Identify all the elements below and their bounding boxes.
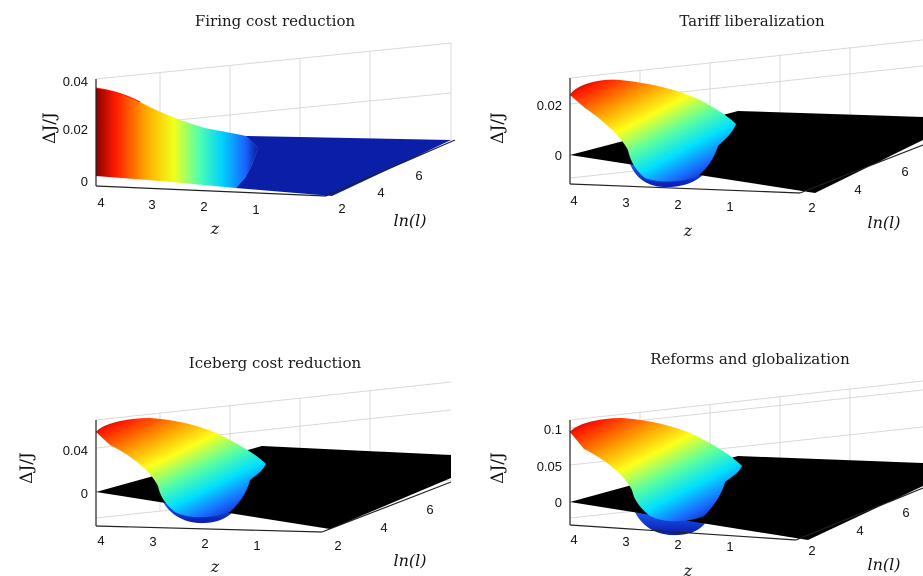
y-axis-label: ln(l) [393,211,426,230]
zero-plane [570,111,923,193]
z-tick: 0.02 [537,98,562,113]
panel-tariff-liberalization: Tariff liberalization 0.02 0 4 3 2 1 2 4… [488,12,923,240]
z-axis-label: ΔJ/J [488,452,508,484]
x-tick: 4 [97,533,104,548]
surface-flat-blue [236,136,451,196]
z-tick: 0 [555,148,562,163]
panel-title: Tariff liberalization [679,12,825,30]
z-tick: 0.02 [63,122,88,137]
y-axis-label: ln(l) [867,213,900,232]
y-axis-label: ln(l) [867,555,900,574]
y-tick: 2 [338,201,345,216]
y-tick: 6 [901,164,908,179]
x-tick: 3 [622,534,629,549]
x-tick: 4 [570,193,577,208]
z-tick: 0 [555,495,562,510]
z-axis-label: ΔJ/J [40,112,60,144]
y-tick: 4 [377,185,384,200]
z-axis-label: ΔJ/J [17,452,37,484]
y-axis-line [321,481,452,533]
surface-positive [570,418,742,522]
y-tick: 4 [856,523,863,538]
y-axis-label: ln(l) [393,551,426,570]
x-tick: 2 [674,197,681,212]
y-tick: 2 [334,538,341,553]
z-tick: 0.05 [537,459,562,474]
surface-positive [570,79,736,182]
y-tick: 2 [808,543,815,558]
x-axis-label: z [210,219,220,238]
y-axis-line [795,487,923,541]
x-tick: 1 [726,199,733,214]
z-tick: 0.1 [544,422,562,437]
y-tick: 4 [854,182,861,197]
zero-plane [96,446,451,529]
x-tick: 3 [622,195,629,210]
z-axis-label: ΔJ/J [488,112,508,144]
y-tick: 2 [808,200,815,215]
y-axis-line [325,139,456,197]
z-tick: 0 [81,174,88,189]
x-tick: 3 [148,197,155,212]
x-tick: 4 [97,195,104,210]
panel-reforms-and-globalization: Reforms and globalization 0.1 0.05 0 4 3… [488,350,923,576]
y-tick: 6 [426,502,433,517]
y-tick: 4 [380,520,387,535]
panel-title: Iceberg cost reduction [189,354,362,372]
x-axis-line [569,183,801,194]
x-axis-line [95,525,323,533]
panel-firing-cost-reduction: Firing cost reduction 0.04 0.02 0 4 3 2 … [40,12,456,238]
x-axis-label: z [683,221,693,240]
x-tick: 3 [149,534,156,549]
x-axis-line [95,185,327,197]
surface-positive [96,88,258,188]
x-tick: 2 [200,199,207,214]
z-tick: 0.04 [63,443,88,458]
panel-title: Reforms and globalization [650,350,850,368]
y-axis-line [799,144,923,194]
zero-plane [570,456,923,540]
panel-iceberg-cost-reduction: Iceberg cost reduction 0.04 0 4 3 2 1 2 … [17,354,452,576]
y-tick: 6 [902,505,909,520]
x-tick: 4 [570,532,577,547]
x-tick: 2 [674,537,681,552]
y-tick: 6 [415,168,422,183]
x-tick: 2 [201,536,208,551]
panel-title: Firing cost reduction [195,12,356,30]
x-tick: 1 [253,538,260,553]
x-axis-line [569,524,797,541]
x-axis-label: z [210,557,220,576]
surface-edge [95,87,141,103]
z-tick: 0 [81,486,88,501]
surface-positive [96,418,266,518]
x-tick: 1 [252,202,259,217]
x-axis-label: z [683,561,693,576]
z-tick: 0.04 [63,74,88,89]
x-tick: 1 [726,539,733,554]
